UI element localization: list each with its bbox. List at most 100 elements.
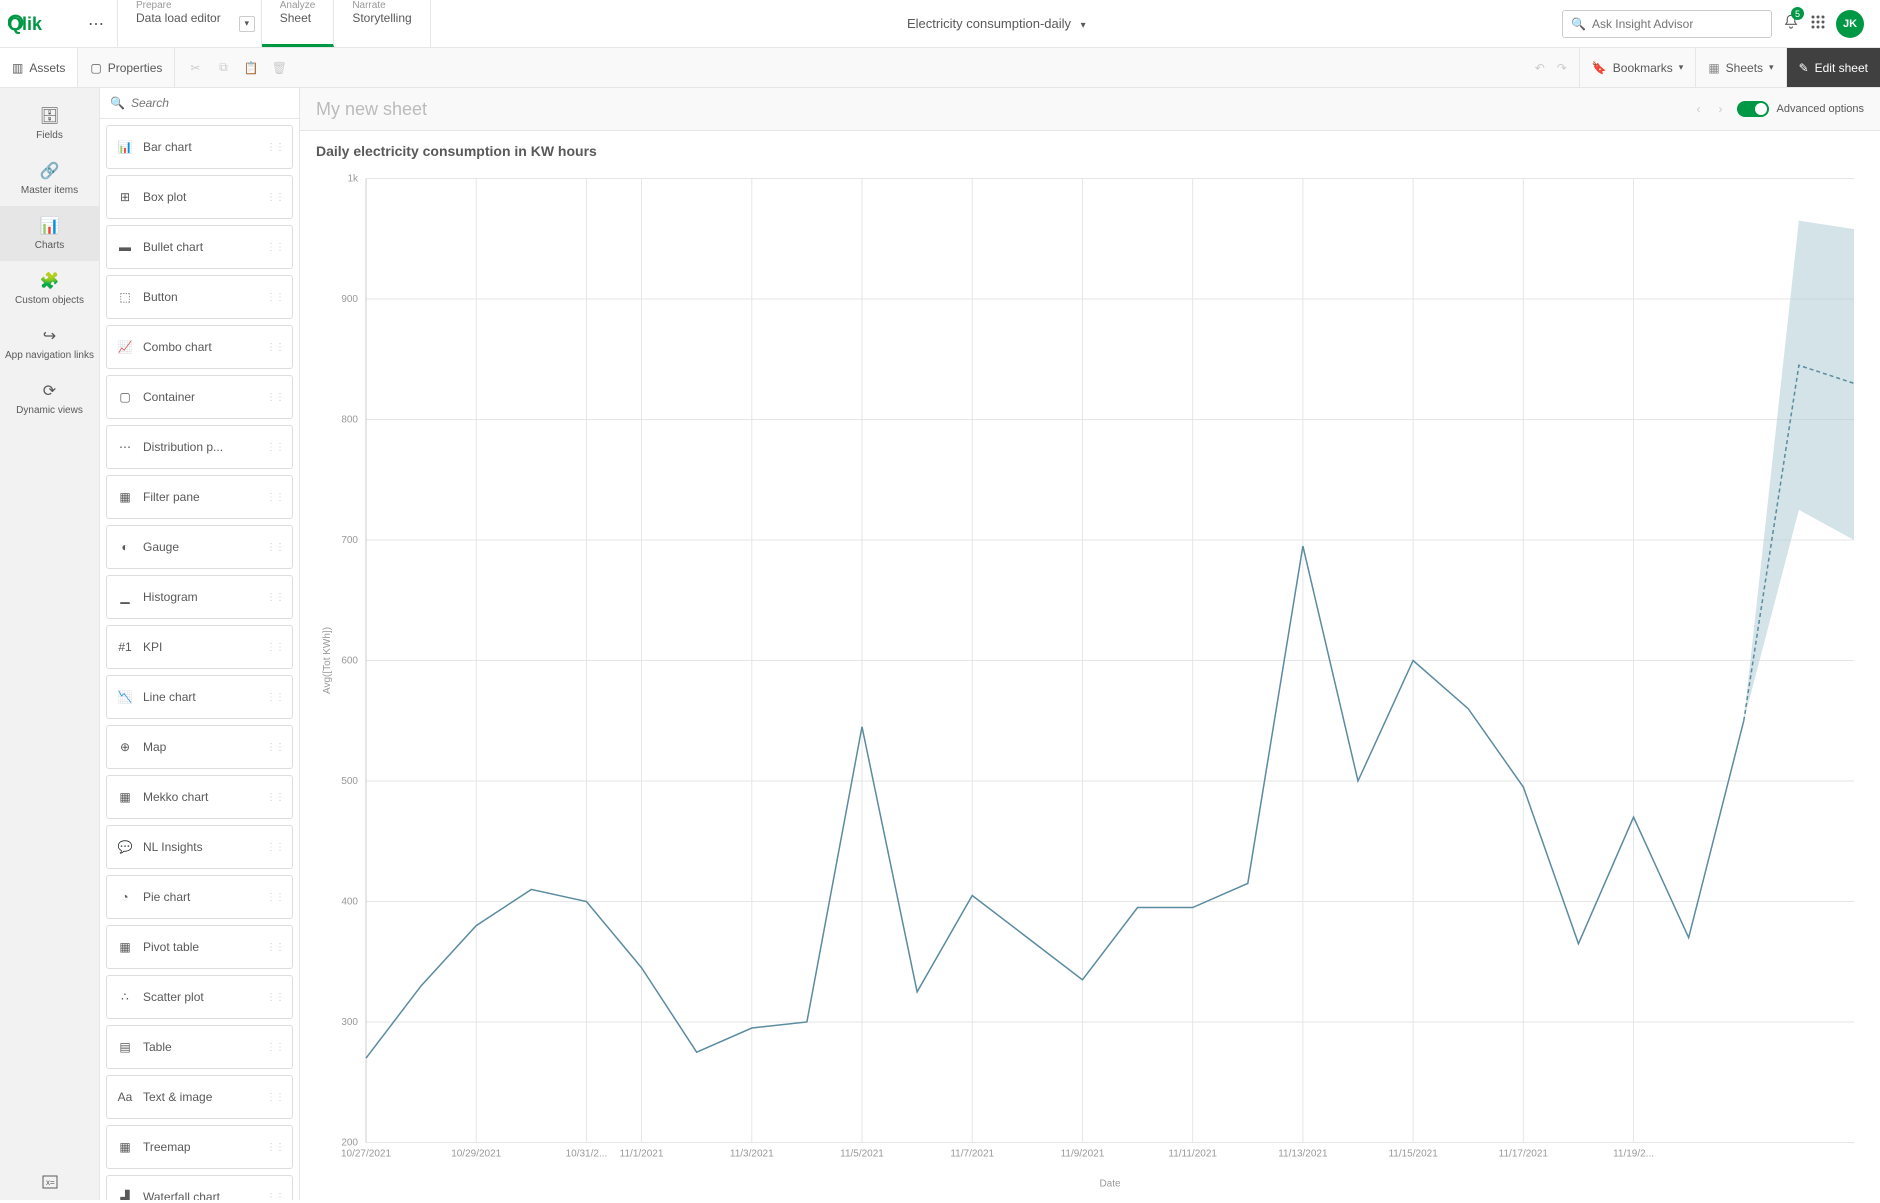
undo-button[interactable]: ↶ <box>1531 57 1549 79</box>
cat-item-dynamic-views[interactable]: ⟳Dynamic views <box>0 371 99 426</box>
qlik-logo[interactable]: Qlik <box>0 13 76 35</box>
chart-item-label: NL Insights <box>143 840 266 854</box>
chart-item-bar-chart[interactable]: 📊 Bar chart ⋮⋮ <box>106 125 293 169</box>
insight-search[interactable]: 🔍 <box>1562 10 1772 38</box>
prev-sheet-button[interactable]: ‹ <box>1693 98 1705 120</box>
cut-button[interactable]: ✂ <box>183 56 207 80</box>
tool-tab-label: Properties <box>108 61 163 75</box>
svg-text:300: 300 <box>341 1017 358 1028</box>
nav-tab-storytelling[interactable]: Narrate Storytelling <box>334 0 430 47</box>
chart-search-input[interactable] <box>131 96 289 110</box>
next-sheet-button[interactable]: › <box>1715 98 1727 120</box>
cat-item-label: Fields <box>36 130 63 141</box>
top-bar: Qlik ⋯ Prepare Data load editor ▾ Analyze … <box>0 0 1880 48</box>
chart-item-scatter-plot[interactable]: ∴ Scatter plot ⋮⋮ <box>106 975 293 1019</box>
cat-item-app-navigation-links[interactable]: ↪App navigation links <box>0 316 99 371</box>
chart-item-label: Text & image <box>143 1090 266 1104</box>
drag-handle-icon: ⋮⋮ <box>266 192 284 203</box>
pivot-icon: ▦ <box>115 940 135 954</box>
nav-tab-main: Data load editor <box>136 11 221 47</box>
delete-button[interactable]: 🗑 <box>267 56 291 80</box>
chart-item-distribution-p-[interactable]: ⋯ Distribution p... ⋮⋮ <box>106 425 293 469</box>
cat-item-custom-objects[interactable]: 🧩Custom objects <box>0 261 99 316</box>
sheet-header: My new sheet ‹ › Advanced options <box>300 88 1880 131</box>
puzzle-icon: 🧩 <box>4 271 95 291</box>
svg-text:800: 800 <box>341 415 358 426</box>
paste-button[interactable]: 📋 <box>239 56 263 80</box>
chevron-down-icon: ▾ <box>1769 62 1774 73</box>
cat-item-fields[interactable]: 🗄Fields <box>0 96 99 151</box>
chart-item-histogram[interactable]: ▁ Histogram ⋮⋮ <box>106 575 293 619</box>
cat-item-master-items[interactable]: 🔗 Master items <box>0 151 99 206</box>
bookmark-icon: 🔖 <box>1592 61 1607 75</box>
chart-item-label: Filter pane <box>143 490 266 504</box>
chart-item-nl-insights[interactable]: 💬 NL Insights ⋮⋮ <box>106 825 293 869</box>
bookmarks-button[interactable]: 🔖 Bookmarks ▾ <box>1579 48 1696 87</box>
svg-text:500: 500 <box>341 776 358 787</box>
tree-icon: ▦ <box>115 1140 135 1154</box>
chart-area[interactable]: Daily electricity consumption in KW hour… <box>300 131 1880 1203</box>
more-menu[interactable]: ⋯ <box>76 14 117 34</box>
line-icon: 📉 <box>115 690 135 704</box>
advanced-options-toggle[interactable] <box>1737 101 1769 117</box>
nl-icon: 💬 <box>115 840 135 854</box>
svg-text:1k: 1k <box>347 174 359 185</box>
chart-item-line-chart[interactable]: 📉 Line chart ⋮⋮ <box>106 675 293 719</box>
nav-tab-data-load-editor[interactable]: Prepare Data load editor ▾ <box>117 0 262 47</box>
chart-item-pie-chart[interactable]: ◔ Pie chart ⋮⋮ <box>106 875 293 919</box>
chart-item-kpi[interactable]: #1 KPI ⋮⋮ <box>106 625 293 669</box>
combo-icon: 📈 <box>115 340 135 354</box>
tool-tab-assets[interactable]: ▥Assets <box>0 48 78 87</box>
nav-tab-sheet[interactable]: Analyze Sheet <box>262 0 335 47</box>
chart-item-bullet-chart[interactable]: ▬ Bullet chart ⋮⋮ <box>106 225 293 269</box>
chart-item-table[interactable]: ▤ Table ⋮⋮ <box>106 1025 293 1069</box>
top-right: 🔍 5 JK <box>1562 10 1880 38</box>
link-icon: 🔗 <box>4 161 95 181</box>
notifications-button[interactable]: 5 <box>1782 13 1800 34</box>
chevron-down-icon[interactable]: ▾ <box>239 16 255 32</box>
chart-item-waterfall-chart[interactable]: ▟ Waterfall chart ⋮⋮ <box>106 1175 293 1200</box>
tool-tab-properties[interactable]: ▢Properties <box>78 48 175 87</box>
edit-sheet-button[interactable]: ✎ Edit sheet <box>1786 48 1880 87</box>
chart-item-mekko-chart[interactable]: ▦ Mekko chart ⋮⋮ <box>106 775 293 819</box>
app-launcher[interactable] <box>1810 14 1826 33</box>
chart-item-label: Mekko chart <box>143 790 266 804</box>
sheet-title[interactable]: My new sheet <box>316 99 1693 120</box>
drag-handle-icon: ⋮⋮ <box>266 592 284 603</box>
sheets-button[interactable]: ▦ Sheets ▾ <box>1695 48 1785 87</box>
app-title[interactable]: Electricity consumption-daily ▾ <box>431 16 1562 31</box>
svg-text:Date: Date <box>1099 1179 1121 1190</box>
chart-item-combo-chart[interactable]: 📈 Combo chart ⋮⋮ <box>106 325 293 369</box>
chart-item-box-plot[interactable]: ⊞ Box plot ⋮⋮ <box>106 175 293 219</box>
cat-item-charts[interactable]: 📊Charts <box>0 206 99 261</box>
chart-item-text-image[interactable]: Aa Text & image ⋮⋮ <box>106 1075 293 1119</box>
chart-item-label: Bar chart <box>143 140 266 154</box>
chart-item-button[interactable]: ⬚ Button ⋮⋮ <box>106 275 293 319</box>
advanced-options-toggle-wrap: Advanced options <box>1737 101 1864 117</box>
chart-item-label: Treemap <box>143 1140 266 1154</box>
chart-item-container[interactable]: ▢ Container ⋮⋮ <box>106 375 293 419</box>
variables-button[interactable]: x= <box>42 1175 58 1192</box>
toolbar: ▥Assets▢Properties ✂ ⧉ 📋 🗑 ↶ ↷ 🔖 Bookmar… <box>0 48 1880 88</box>
undo-redo: ↶ ↷ <box>1523 57 1579 79</box>
copy-button[interactable]: ⧉ <box>211 56 235 80</box>
redo-button[interactable]: ↷ <box>1553 57 1571 79</box>
chart-item-treemap[interactable]: ▦ Treemap ⋮⋮ <box>106 1125 293 1169</box>
chart-icon: 📊 <box>4 216 95 236</box>
dyn-icon: ⟳ <box>4 381 95 401</box>
chart-item-label: Box plot <box>143 190 266 204</box>
grid-icon <box>1810 14 1826 30</box>
chart-item-gauge[interactable]: ◐ Gauge ⋮⋮ <box>106 525 293 569</box>
cat-item-label: Master items <box>21 185 78 196</box>
user-avatar[interactable]: JK <box>1836 10 1864 38</box>
drag-handle-icon: ⋮⋮ <box>266 342 284 353</box>
chevron-down-icon: ▾ <box>1679 62 1684 73</box>
insight-input[interactable] <box>1592 17 1763 31</box>
chart-item-map[interactable]: ⊕ Map ⋮⋮ <box>106 725 293 769</box>
chart-item-filter-pane[interactable]: ▦ Filter pane ⋮⋮ <box>106 475 293 519</box>
nav-tab-small: Prepare <box>136 0 221 11</box>
svg-text:11/3/2021: 11/3/2021 <box>730 1149 774 1160</box>
svg-text:200: 200 <box>341 1138 358 1149</box>
chart-item-pivot-table[interactable]: ▦ Pivot table ⋮⋮ <box>106 925 293 969</box>
waterfall-icon: ▟ <box>115 1190 135 1200</box>
